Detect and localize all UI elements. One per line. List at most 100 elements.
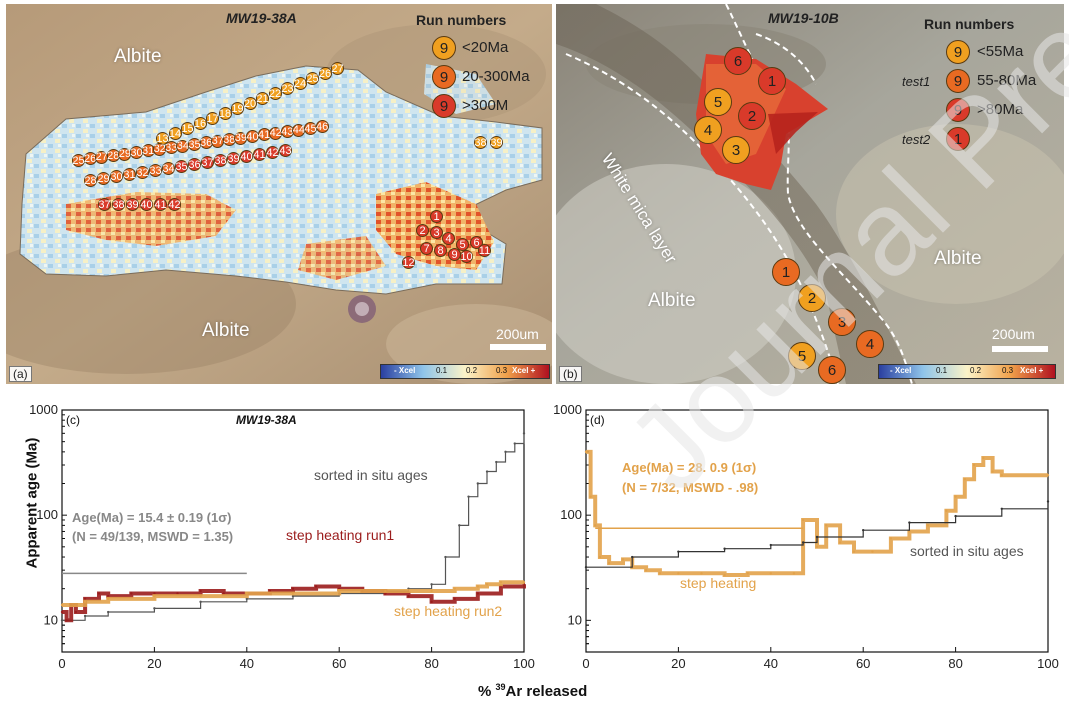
legend-run-label: test1 bbox=[902, 74, 931, 89]
data-point bbox=[453, 597, 456, 601]
panel-a-colorbar-tick-3: 0.3 bbox=[496, 366, 508, 375]
panel-a-background bbox=[6, 4, 552, 384]
data-point bbox=[467, 495, 470, 498]
data-point bbox=[522, 432, 526, 435]
panel-b-colorbar-tick-3: 0.3 bbox=[1002, 366, 1014, 375]
spot-marker: 19 bbox=[231, 102, 244, 115]
data-point bbox=[945, 509, 948, 513]
test1-spot: 3 bbox=[722, 136, 750, 164]
age-annotation: Age(Ma) = 15.4 ± 0.19 (1σ) bbox=[72, 510, 231, 525]
legend-dot: 9 bbox=[946, 69, 970, 93]
panel-a-tag: (a) bbox=[9, 366, 32, 382]
data-point bbox=[495, 460, 498, 464]
data-point bbox=[594, 524, 597, 527]
legend-dot: 9 bbox=[432, 36, 456, 60]
spot-marker: 39 bbox=[490, 136, 503, 149]
data-point bbox=[769, 543, 772, 547]
spot-marker: 27 bbox=[331, 62, 344, 75]
data-point bbox=[677, 572, 680, 575]
data-point bbox=[476, 482, 479, 485]
spot-marker: 9 bbox=[448, 248, 461, 261]
spot-marker: 4 bbox=[442, 232, 455, 245]
data-point bbox=[107, 610, 110, 614]
panel-b-scale-label: 200um bbox=[992, 326, 1035, 342]
data-point bbox=[815, 535, 819, 539]
data-point bbox=[291, 592, 295, 595]
data-point bbox=[871, 550, 874, 553]
series-line bbox=[586, 501, 1049, 568]
spot-marker: 3 bbox=[430, 226, 443, 239]
data-point bbox=[1046, 500, 1050, 503]
data-point bbox=[153, 592, 156, 595]
spot-marker: 44 bbox=[292, 123, 306, 137]
data-point bbox=[291, 587, 295, 590]
legend-dot: 9 bbox=[946, 40, 970, 64]
y-tick-label: 1000 bbox=[29, 402, 58, 417]
data-point bbox=[723, 573, 726, 577]
legend-dot: 9 bbox=[432, 94, 456, 118]
step-annotation: step heating bbox=[680, 575, 756, 591]
data-point bbox=[598, 555, 602, 559]
data-point bbox=[621, 558, 625, 561]
data-point bbox=[107, 597, 110, 601]
spot-marker: 37 bbox=[201, 156, 214, 169]
spot-marker: 17 bbox=[206, 112, 219, 125]
x-tick-label: 20 bbox=[147, 656, 161, 671]
panel-b-colorbar-low: - Xcel bbox=[890, 366, 912, 375]
spot-marker: 40 bbox=[240, 150, 253, 163]
spot-marker: 36 bbox=[188, 158, 201, 171]
spot-marker: 45 bbox=[304, 122, 317, 135]
spot-marker: 40 bbox=[140, 198, 153, 211]
y-tick-label: 100 bbox=[36, 507, 58, 522]
data-point bbox=[153, 594, 156, 598]
y-tick-label: 10 bbox=[44, 612, 58, 627]
spot-marker: 15 bbox=[181, 122, 194, 135]
spot-marker: 20 bbox=[243, 97, 257, 110]
data-point bbox=[1000, 507, 1003, 510]
spot-marker: 2 bbox=[416, 224, 429, 237]
data-point bbox=[83, 614, 87, 618]
data-point bbox=[444, 555, 447, 559]
panel-b-tag: (b) bbox=[559, 366, 582, 382]
data-point bbox=[644, 568, 648, 572]
data-point bbox=[852, 550, 856, 553]
spot-marker: 7 bbox=[420, 242, 433, 255]
spot-marker: 33 bbox=[149, 164, 162, 177]
panel-a-colorbar-tick-1: 0.1 bbox=[436, 366, 448, 375]
legend-label: >300M bbox=[462, 97, 509, 114]
data-point bbox=[963, 477, 967, 481]
data-point bbox=[97, 592, 101, 595]
panel-tag: (c) bbox=[66, 413, 80, 427]
spot-marker: 38 bbox=[112, 198, 125, 211]
data-point bbox=[862, 528, 865, 532]
panel-b-albite-label-right: Albite bbox=[934, 248, 982, 269]
data-point bbox=[60, 603, 64, 607]
data-point bbox=[485, 583, 489, 586]
data-point bbox=[972, 463, 976, 467]
spot-marker: 13 bbox=[156, 132, 169, 145]
x-tick-label: 100 bbox=[1037, 656, 1059, 671]
data-point bbox=[430, 583, 433, 586]
y-axis-label: Apparent age (Ma) bbox=[23, 437, 41, 569]
panel-a-albite-label-bottom: Albite bbox=[202, 320, 250, 341]
spot-marker: 42 bbox=[269, 126, 283, 140]
data-point bbox=[407, 594, 410, 598]
data-point bbox=[222, 592, 225, 595]
panel-b-image: MW19-10B Albite Albite White mica layer … bbox=[556, 4, 1064, 384]
panel-b-albite-label-left: Albite bbox=[648, 290, 696, 311]
data-point bbox=[801, 541, 805, 544]
series-line bbox=[62, 433, 525, 621]
data-point bbox=[954, 495, 957, 498]
panel-a-colorbar bbox=[380, 364, 550, 379]
data-point bbox=[889, 537, 893, 540]
panel-a-sample-title: MW19-38A bbox=[226, 10, 297, 26]
spot-marker: 30 bbox=[130, 146, 143, 159]
data-point bbox=[1000, 473, 1003, 477]
spot-marker: 10 bbox=[460, 250, 473, 263]
data-point bbox=[83, 600, 87, 604]
panel-b-legend-title: Run numbers bbox=[924, 16, 1015, 32]
panel-a-albite-label-top: Albite bbox=[114, 46, 162, 67]
x-tick-label: 60 bbox=[332, 656, 346, 671]
data-point bbox=[677, 550, 680, 553]
panel-b-colorbar bbox=[878, 364, 1056, 379]
